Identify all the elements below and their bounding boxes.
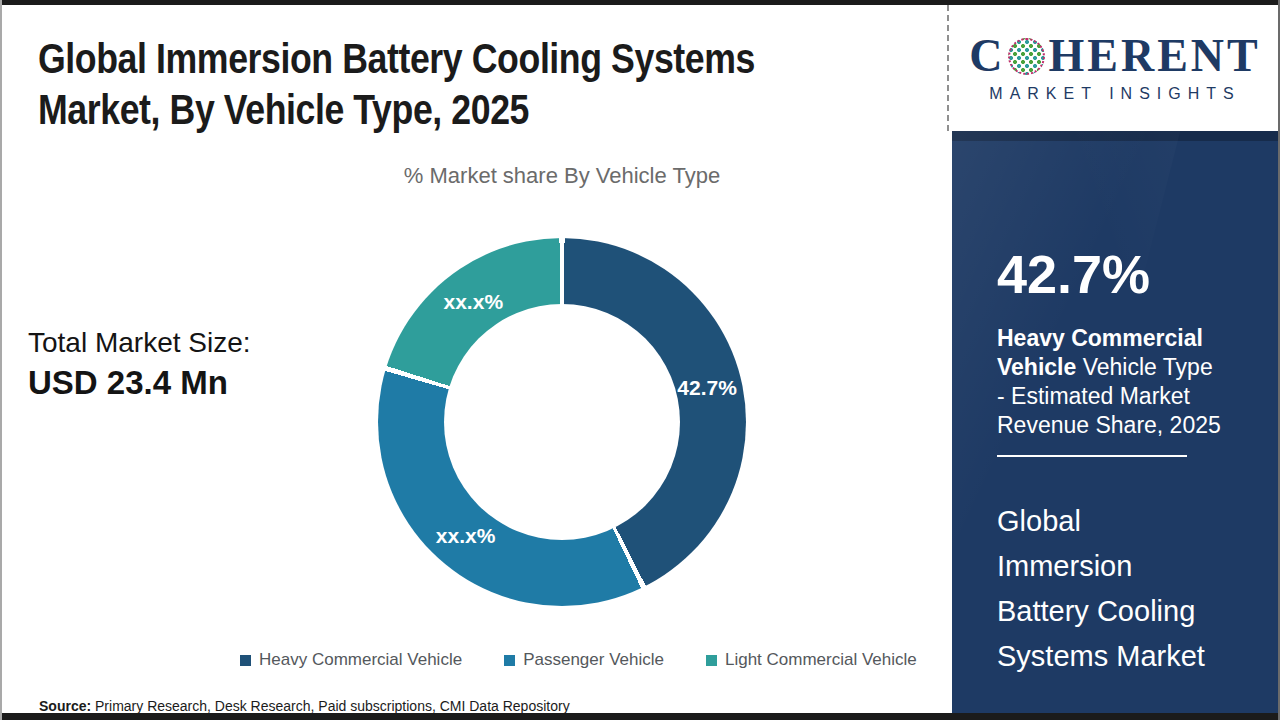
total-market-size-label: Total Market Size:	[28, 327, 251, 359]
chart-area: Global Immersion Battery Cooling Systems…	[2, 5, 948, 713]
brand-letter-c: C	[969, 33, 1005, 79]
segment-label: xx.x%	[444, 290, 504, 314]
highlight-stat-description: Heavy Commercial Vehicle Vehicle Type - …	[997, 324, 1221, 440]
globe-dots-icon	[1008, 38, 1045, 75]
sidebar-market-title: Global Immersion Battery Cooling Systems…	[997, 499, 1209, 679]
legend-label: Light Commercial Vehicle	[725, 650, 917, 670]
page-title-text: Global Immersion Battery Cooling Systems…	[38, 33, 820, 135]
legend-marker-icon	[504, 655, 515, 666]
legend-item: Passenger Vehicle	[504, 650, 664, 670]
brand-logo: C HERENT MARKET INSIGHTS	[952, 5, 1278, 131]
legend-marker-icon	[240, 655, 251, 666]
brand-letters-herent: HERENT	[1048, 33, 1260, 79]
divider-line	[997, 455, 1187, 457]
legend-item: Heavy Commercial Vehicle	[240, 650, 462, 670]
sidebar: C HERENT MARKET INSIGHTS 42.7% Heavy Comm…	[952, 5, 1278, 713]
highlight-stat-value: 42.7%	[997, 243, 1150, 305]
source-prefix: Source:	[39, 698, 91, 714]
total-market-size: Total Market Size: USD 23.4 Mn	[28, 327, 251, 402]
chart-legend: Heavy Commercial Vehicle Passenger Vehicl…	[240, 650, 917, 670]
sidebar-panel: 42.7% Heavy Commercial Vehicle Vehicle T…	[952, 131, 1278, 713]
legend-label: Passenger Vehicle	[523, 650, 664, 670]
brand-subtitle: MARKET INSIGHTS	[989, 85, 1240, 103]
segment-label: 42.7%	[677, 376, 737, 400]
source-text: Primary Research, Desk Research, Paid su…	[91, 698, 570, 714]
legend-marker-icon	[706, 655, 717, 666]
page-title: Global Immersion Battery Cooling Systems…	[38, 33, 958, 135]
total-market-size-value: USD 23.4 Mn	[28, 364, 251, 402]
legend-item: Light Commercial Vehicle	[706, 650, 917, 670]
brand-wordmark: C HERENT	[969, 33, 1261, 79]
dashed-separator	[947, 5, 949, 131]
slide-frame: Global Immersion Battery Cooling Systems…	[0, 0, 1280, 720]
legend-label: Heavy Commercial Vehicle	[259, 650, 462, 670]
chart-title: % Market share By Vehicle Type	[234, 163, 890, 189]
source-note: Source: Primary Research, Desk Research,…	[39, 698, 570, 714]
bottom-border-bar	[0, 713, 1280, 720]
top-border-bar	[0, 0, 1280, 5]
segment-label: xx.x%	[436, 524, 496, 548]
left-border-line	[0, 0, 2, 720]
donut-chart: 42.7% xx.x% xx.x%	[378, 238, 746, 606]
donut-hole	[444, 304, 680, 540]
